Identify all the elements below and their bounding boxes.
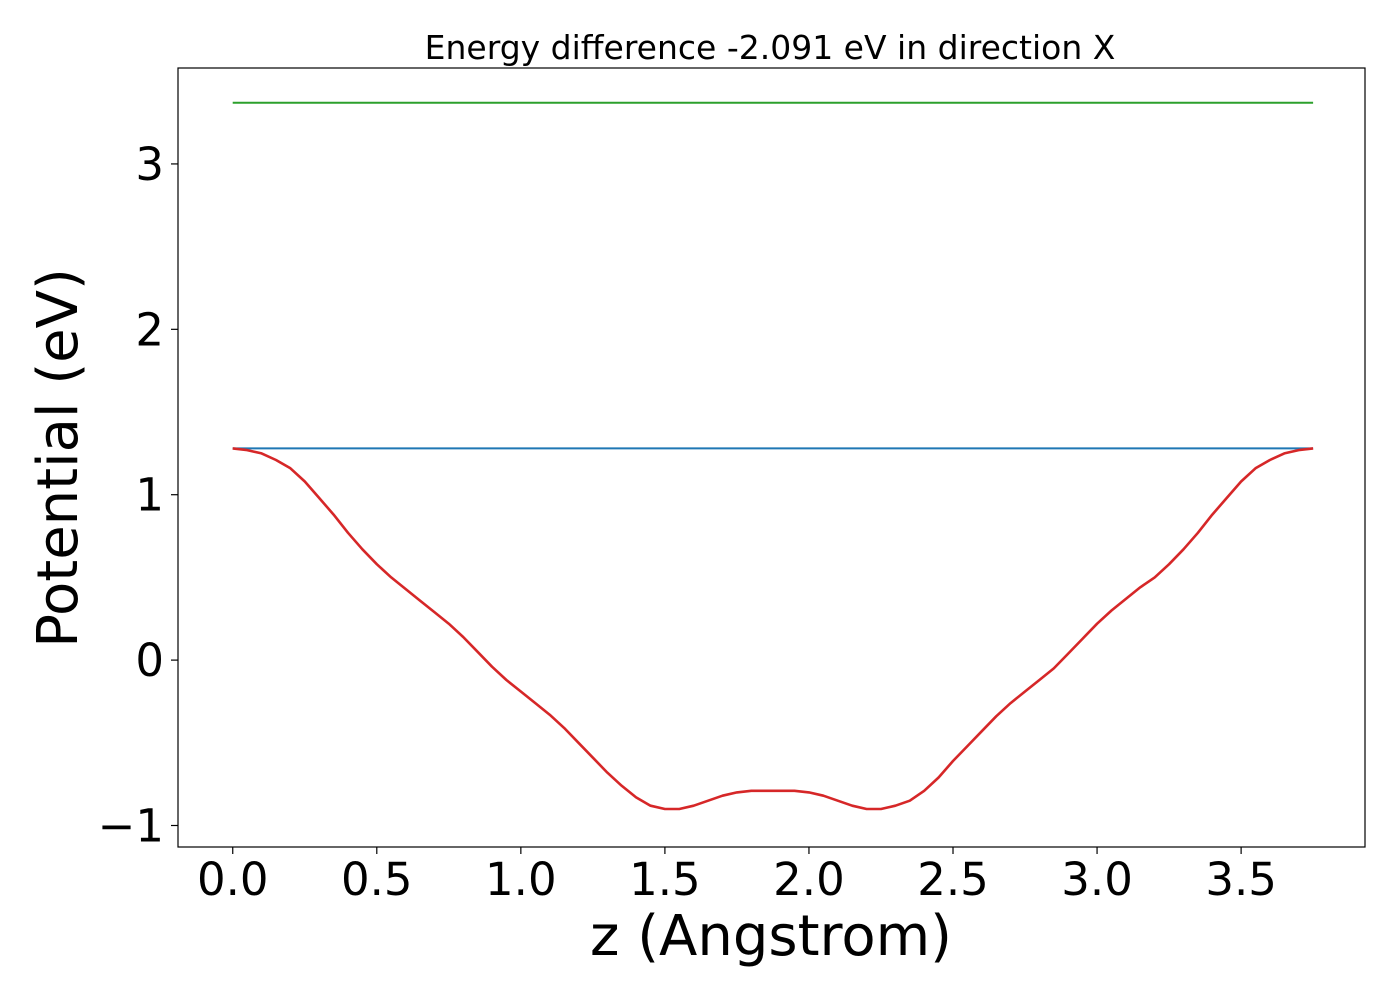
series-layer: [232, 101, 1314, 811]
x-tick-label: 1.0: [485, 853, 557, 906]
x-tick-label: 0.0: [197, 853, 269, 906]
y-tick-label: 1: [135, 469, 164, 522]
x-tick-label: 2.5: [917, 853, 989, 906]
x-tick-label: 0.5: [341, 853, 413, 906]
x-tick-label: 3.0: [1061, 853, 1133, 906]
x-tick-label: 3.5: [1205, 853, 1277, 906]
y-tick-label: 0: [135, 634, 164, 687]
x-axis-ticks: 0.0 0.5 1.0 1.5 2.0 2.5 3.0 3.5: [197, 847, 1277, 906]
y-tick-label: 2: [135, 303, 164, 356]
y-tick-label: −1: [98, 799, 164, 852]
y-axis-ticks: −1 0 1 2 3: [98, 138, 178, 852]
x-axis-label: z (Angstrom): [590, 904, 952, 969]
x-tick-label: 1.5: [629, 853, 701, 906]
x-tick-label: 2.0: [773, 853, 845, 906]
potential-curve: [232, 447, 1314, 811]
plot-area: [232, 101, 1314, 811]
y-tick-label: 3: [135, 138, 164, 191]
chart-title: Energy difference -2.091 eV in direction…: [425, 28, 1116, 67]
y-axis-label: Potential (eV): [26, 268, 91, 648]
axes-frame: [177, 67, 1366, 848]
